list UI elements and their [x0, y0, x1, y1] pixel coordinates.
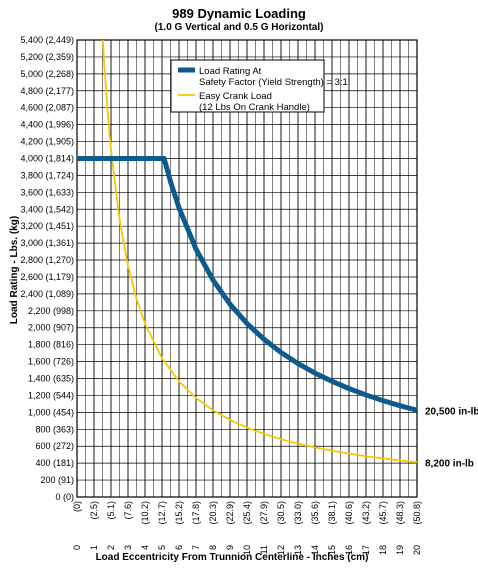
x-tick-label-in: 7: [191, 545, 201, 550]
y-tick-label: 1,400 (635): [28, 374, 74, 384]
x-tick-label-in: 11: [259, 545, 269, 554]
x-tick-label-in: 4: [140, 545, 150, 550]
x-tick-label-in: 2: [106, 545, 116, 550]
x-tick-label-cm: (20.3): [208, 501, 218, 525]
x-tick-label-in: 3: [123, 545, 133, 550]
x-tick-label-in: 9: [225, 545, 235, 550]
x-tick-label-cm: (50.8): [412, 501, 422, 525]
x-tick-label-cm: (25.4): [242, 501, 252, 525]
grid: [76, 39, 418, 498]
x-tick-label-cm: (38.1): [327, 501, 337, 525]
x-tick-label-in: 17: [361, 545, 371, 555]
y-tick-label: 4,800 (2,177): [20, 86, 74, 96]
legend-label: Easy Crank Load: [199, 91, 272, 102]
x-tick-label-cm: (7.6): [123, 501, 133, 520]
x-tick-label-in: 14: [310, 545, 320, 555]
legend-box: [170, 59, 325, 113]
x-tick-label-cm: (17.8): [191, 501, 201, 525]
x-tick-label-in: 18: [378, 545, 388, 555]
y-tick-label: 3,600 (1,633): [20, 187, 74, 197]
y-tick-label: 3,200 (1,451): [20, 221, 74, 231]
series-lines: [77, 39, 418, 464]
x-tick-label-cm: (30.5): [276, 501, 286, 525]
x-tick-label-in: 19: [395, 545, 405, 555]
y-tick-label: 4,400 (1,996): [20, 120, 74, 130]
y-tick-label: 4,200 (1,905): [20, 137, 74, 147]
y-tick-label: 5,000 (2,268): [20, 69, 74, 79]
x-tick-label-cm: (22.9): [225, 501, 235, 525]
y-axis-label: Load Rating - Lbs. (kg): [9, 216, 20, 324]
y-tick-label: 2,800 (1,270): [20, 255, 74, 265]
y-tick-label: 0 (0): [55, 492, 74, 502]
x-tick-label-in: 20: [412, 545, 422, 555]
x-tick-label-cm: (48.3): [395, 501, 405, 525]
x-tick-label-cm: (2.5): [89, 501, 99, 520]
x-tick-label-in: 6: [174, 545, 184, 550]
series-end-label: 20,500 in-lb: [425, 406, 478, 417]
y-axis-ticks: 0 (0) 200 (91) 400 (181) 600 (272) 800 (363)…: [20, 35, 74, 502]
x-tick-label-cm: (0): [72, 501, 82, 512]
y-tick-label: 1,600 (726): [28, 357, 74, 367]
series-end-label: 8,200 in-lb: [425, 458, 474, 469]
y-tick-label: 2,200 (998): [28, 306, 74, 316]
x-tick-label-in: 10: [242, 545, 252, 555]
x-tick-label-cm: (12.7): [157, 501, 167, 525]
y-tick-label: 3,800 (1,724): [20, 170, 74, 180]
series-line-1: [101, 39, 418, 464]
y-tick-label: 2,600 (1,179): [20, 272, 74, 282]
y-tick-label: 200 (91): [40, 475, 74, 485]
x-tick-label-cm: (5.1): [106, 501, 116, 520]
x-axis-ticks: (0) 0 (2.5) 1 (5.1) 2 (7.6) 3 (10.2) 4 (12.7) 5 (15.…: [72, 501, 422, 555]
legend-label: Safety Factor (Yield Strength) = 3:1: [199, 77, 348, 88]
y-tick-label: 2,000 (907): [28, 323, 74, 333]
y-tick-label: 3,000 (1,361): [20, 238, 74, 248]
y-tick-label: 800 (363): [35, 424, 74, 434]
x-tick-label-in: 1: [89, 545, 99, 550]
x-tick-label-in: 12: [276, 545, 286, 555]
y-tick-label: 600 (272): [35, 441, 74, 451]
y-tick-label: 2,400 (1,089): [20, 289, 74, 299]
x-tick-label-cm: (43.2): [361, 501, 371, 525]
series-line-0: [77, 155, 418, 413]
chart-title: 989 Dynamic Loading: [172, 6, 306, 21]
x-tick-label-cm: (10.2): [140, 501, 150, 525]
x-tick-label-cm: (45.7): [378, 501, 388, 525]
x-tick-label-in: 15: [327, 545, 337, 555]
y-tick-label: 1,000 (454): [28, 407, 74, 417]
x-tick-label-cm: (15.2): [174, 501, 184, 525]
x-tick-label-in: 13: [293, 545, 303, 555]
x-axis-label: Load Eccentricity From Trunnion Centerli…: [96, 552, 369, 563]
x-tick-label-cm: (27.9): [259, 501, 269, 525]
y-tick-label: 1,200 (544): [28, 390, 74, 400]
legend-label: Load Rating At: [199, 66, 262, 77]
end-labels: 20,500 in-lb 8,200 in-lb: [425, 406, 478, 469]
chart-subtitle: (1.0 G Vertical and 0.5 G Horizontal): [154, 22, 324, 33]
x-tick-label-in: 16: [344, 545, 354, 555]
y-tick-label: 400 (181): [35, 458, 74, 468]
x-tick-label-in: 5: [157, 545, 167, 550]
y-tick-label: 4,600 (2,087): [20, 103, 74, 113]
x-tick-label-cm: (33.0): [293, 501, 303, 525]
x-tick-label-cm: (40.6): [344, 501, 354, 525]
y-tick-label: 5,200 (2,359): [20, 52, 74, 62]
plot-frame: [76, 39, 418, 498]
x-tick-label-in: 8: [208, 545, 218, 550]
y-tick-label: 3,400 (1,542): [20, 204, 74, 214]
legend-label: (12 Lbs On Crank Handle): [199, 102, 310, 113]
y-tick-label: 1,800 (816): [28, 340, 74, 350]
y-tick-label: 5,400 (2,449): [20, 35, 74, 45]
y-tick-label: 4,000 (1,814): [20, 153, 74, 163]
x-tick-label-cm: (35.6): [310, 501, 320, 525]
x-tick-label-in: 0: [72, 545, 82, 550]
